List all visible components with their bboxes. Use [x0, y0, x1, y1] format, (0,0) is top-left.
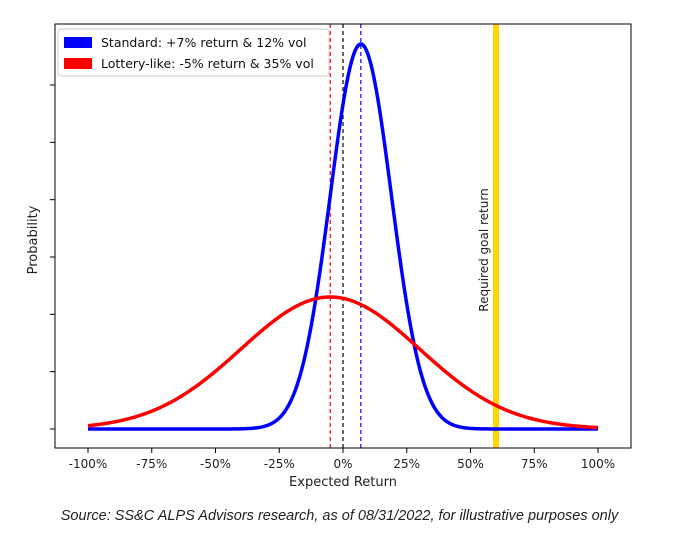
source-note: Source: SS&C ALPS Advisors research, as … — [60, 508, 619, 524]
legend-frame — [57, 28, 330, 77]
y-axis-label: Probability — [26, 205, 41, 274]
legend-entry-lottery: Lottery-like: -5% return & 35% vol — [101, 56, 314, 71]
goal-return-label: Required goal return — [477, 188, 491, 311]
axes: -100% -75% -50% -25% 0% 25% 50% 75% 100% — [50, 23, 632, 471]
x-tick-label: 25% — [393, 457, 420, 471]
series-line-1 — [87, 295, 599, 430]
x-tick-label: -100% — [69, 457, 108, 471]
plot-area: Required goal return — [87, 24, 599, 448]
x-tick-label: 100% — [581, 457, 615, 471]
x-tick-label: -50% — [200, 457, 231, 471]
x-tick-label: -75% — [136, 457, 167, 471]
x-tick-label: 50% — [457, 457, 484, 471]
series-line-0 — [87, 42, 599, 431]
x-axis-label: Expected Return — [289, 475, 397, 490]
x-tick-label: 0% — [333, 457, 352, 471]
x-tick-label: -25% — [264, 457, 295, 471]
x-tick-label: 75% — [521, 457, 548, 471]
legend-swatch-lottery — [64, 58, 92, 69]
legend: Standard: +7% return & 12% vol Lottery-l… — [57, 28, 330, 77]
legend-swatch-standard — [64, 37, 92, 48]
legend-entry-standard: Standard: +7% return & 12% vol — [101, 35, 307, 50]
